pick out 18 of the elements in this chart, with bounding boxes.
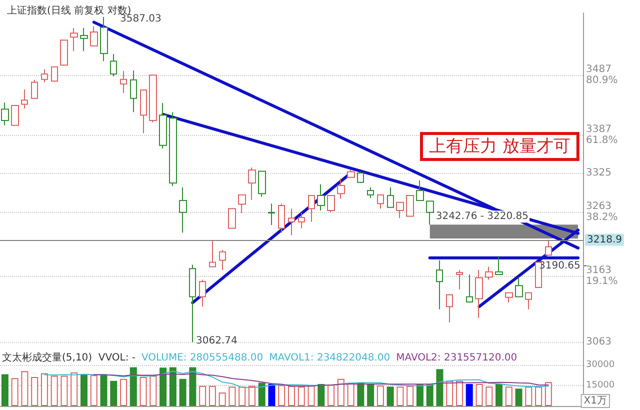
y-tick-label: 3387 61.8%	[586, 124, 618, 146]
y-tick-label: 30000	[586, 360, 615, 370]
annotation: VOLUME: 280555488.00	[142, 352, 264, 364]
y-tick-label: 3325	[586, 168, 612, 179]
ref-line-label: 3218.9	[587, 234, 622, 246]
annotation: MAVOL1: 234822048.00	[269, 352, 390, 364]
annotation: 上有压力 放量才可	[429, 136, 570, 156]
y-tick-label: 15000	[586, 380, 615, 390]
annotation: 3062.74	[196, 336, 238, 346]
y-tick-label: 3063	[586, 336, 612, 348]
annotation: MAVOL2: 231557120.00	[396, 352, 518, 364]
annotation: 3587.03	[120, 14, 162, 24]
y-tick-label: 3163 19.1%	[586, 264, 618, 287]
band-label: 3242.76 - 3220.85	[436, 211, 529, 222]
annotation: 文太彬成交量(5,10) VVOL: -	[2, 352, 136, 364]
y-tick-label: 3263 38.2%	[586, 200, 618, 223]
y-axis-title: X1万	[584, 396, 608, 406]
y-tick-label: 3487 80.9%	[586, 64, 618, 86]
